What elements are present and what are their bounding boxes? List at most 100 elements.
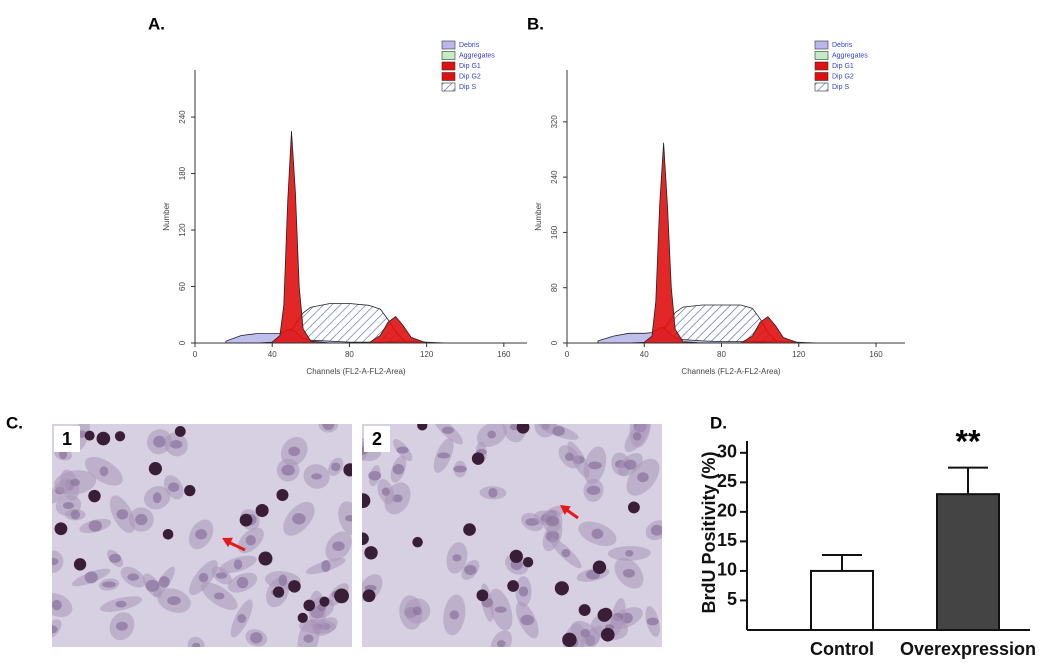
- legend-swatch: [814, 51, 829, 60]
- x-tick-label: 160: [869, 350, 883, 359]
- nucleus: [250, 632, 263, 644]
- nucleus: [650, 524, 662, 536]
- nucleus: [509, 424, 519, 431]
- brdu-positive-nucleus: [276, 488, 289, 501]
- nucleus: [52, 599, 62, 611]
- panel-label: C.: [6, 413, 23, 432]
- nucleus: [145, 579, 160, 592]
- nucleus: [330, 462, 341, 472]
- nucleus: [392, 494, 403, 503]
- nucleus: [99, 466, 109, 477]
- micrograph: [362, 424, 662, 647]
- brdu-positive-nucleus: [597, 608, 611, 622]
- nucleus: [625, 550, 634, 557]
- brdu-positive-nucleus: [364, 546, 378, 560]
- brdu-positive-nucleus: [174, 425, 186, 437]
- y-tick-label: 0: [550, 340, 559, 345]
- brdu-positive-nucleus: [554, 581, 569, 596]
- y-tick-label: 20: [717, 501, 737, 521]
- nucleus: [591, 528, 604, 540]
- brdu-positive-nucleus: [239, 513, 253, 527]
- nucleus: [237, 614, 247, 623]
- legend-swatch: [441, 51, 456, 60]
- nucleus: [115, 600, 127, 608]
- brdu-positive-nucleus: [258, 551, 273, 566]
- y-tick-label: 240: [178, 110, 187, 124]
- nucleus: [518, 586, 529, 597]
- brdu-positive-nucleus: [162, 528, 174, 540]
- legend-swatch: [814, 72, 829, 81]
- legend-label: Dip G2: [459, 73, 481, 80]
- brdu-positive-nucleus: [516, 424, 530, 434]
- category-label: Control: [810, 639, 874, 659]
- nucleus: [109, 553, 121, 564]
- nucleus: [412, 606, 422, 616]
- nucleus: [278, 574, 288, 587]
- brdu-positive-nucleus: [255, 503, 269, 518]
- nucleus: [233, 559, 243, 570]
- nucleus: [364, 584, 377, 591]
- nucleus: [303, 634, 314, 643]
- nucleus: [321, 560, 331, 572]
- brdu-positive-nucleus: [463, 523, 476, 536]
- y-tick-label: 15: [717, 530, 737, 550]
- nucleus: [88, 520, 102, 532]
- brdu-positive-nucleus: [417, 424, 428, 431]
- brdu-positive-nucleus: [600, 627, 615, 642]
- legend-label: Dip G1: [459, 63, 481, 70]
- brdu-positive-nucleus: [114, 431, 126, 442]
- nucleus: [84, 571, 98, 584]
- image-label: 1: [62, 429, 72, 449]
- legend-swatch: [814, 61, 829, 71]
- nucleus: [622, 568, 635, 578]
- x-axis-title: Channels (FL2-A-FL2-Area): [681, 367, 780, 376]
- x-tick-label: 80: [345, 350, 354, 359]
- nucleus: [381, 487, 390, 496]
- legend-label: Debris: [832, 42, 853, 49]
- legend-label: Dip G2: [832, 73, 854, 80]
- arrow-head: [222, 537, 233, 548]
- category-label: Overexpression: [900, 639, 1036, 659]
- nucleus: [169, 440, 183, 449]
- nucleus: [646, 617, 659, 626]
- brdu-positive-nucleus: [319, 596, 330, 607]
- nucleus: [588, 461, 602, 470]
- x-tick-label: 40: [268, 350, 277, 359]
- nucleus: [637, 472, 649, 483]
- nucleus: [236, 577, 249, 589]
- nucleus: [167, 596, 181, 606]
- nucleus: [192, 642, 201, 647]
- brdu-positive-nucleus: [297, 612, 308, 624]
- brdu-positive-nucleus: [73, 558, 87, 571]
- y-tick-label: 30: [717, 442, 737, 462]
- nucleus: [215, 572, 228, 579]
- legend-swatch: [814, 82, 829, 92]
- image-label: 2: [372, 429, 382, 449]
- brdu-positive-nucleus: [96, 431, 111, 446]
- legend-label: Aggregates: [832, 52, 868, 59]
- nucleus: [368, 470, 382, 481]
- nucleus: [288, 446, 301, 457]
- nucleus: [464, 564, 477, 575]
- panel-label: A.: [148, 14, 165, 33]
- brdu-positive-nucleus: [148, 462, 162, 476]
- nucleus: [127, 573, 139, 581]
- x-tick-label: 160: [497, 350, 511, 359]
- panel-label: D.: [710, 413, 727, 432]
- nucleus: [449, 610, 460, 620]
- nucleus: [344, 515, 352, 522]
- nucleus: [116, 621, 128, 631]
- nucleus: [70, 509, 80, 520]
- brdu-positive-nucleus: [412, 536, 423, 548]
- nucleus: [135, 513, 148, 526]
- nucleus: [195, 529, 207, 540]
- brdu-positive-nucleus: [54, 522, 68, 536]
- brdu-positive-nucleus: [288, 580, 301, 593]
- legend-swatch: [441, 61, 456, 71]
- nucleus: [552, 425, 565, 437]
- x-tick-label: 120: [792, 350, 806, 359]
- nucleus: [496, 640, 506, 647]
- legend-label: Dip S: [832, 84, 849, 91]
- nucleus: [441, 426, 454, 434]
- bar: [810, 569, 874, 631]
